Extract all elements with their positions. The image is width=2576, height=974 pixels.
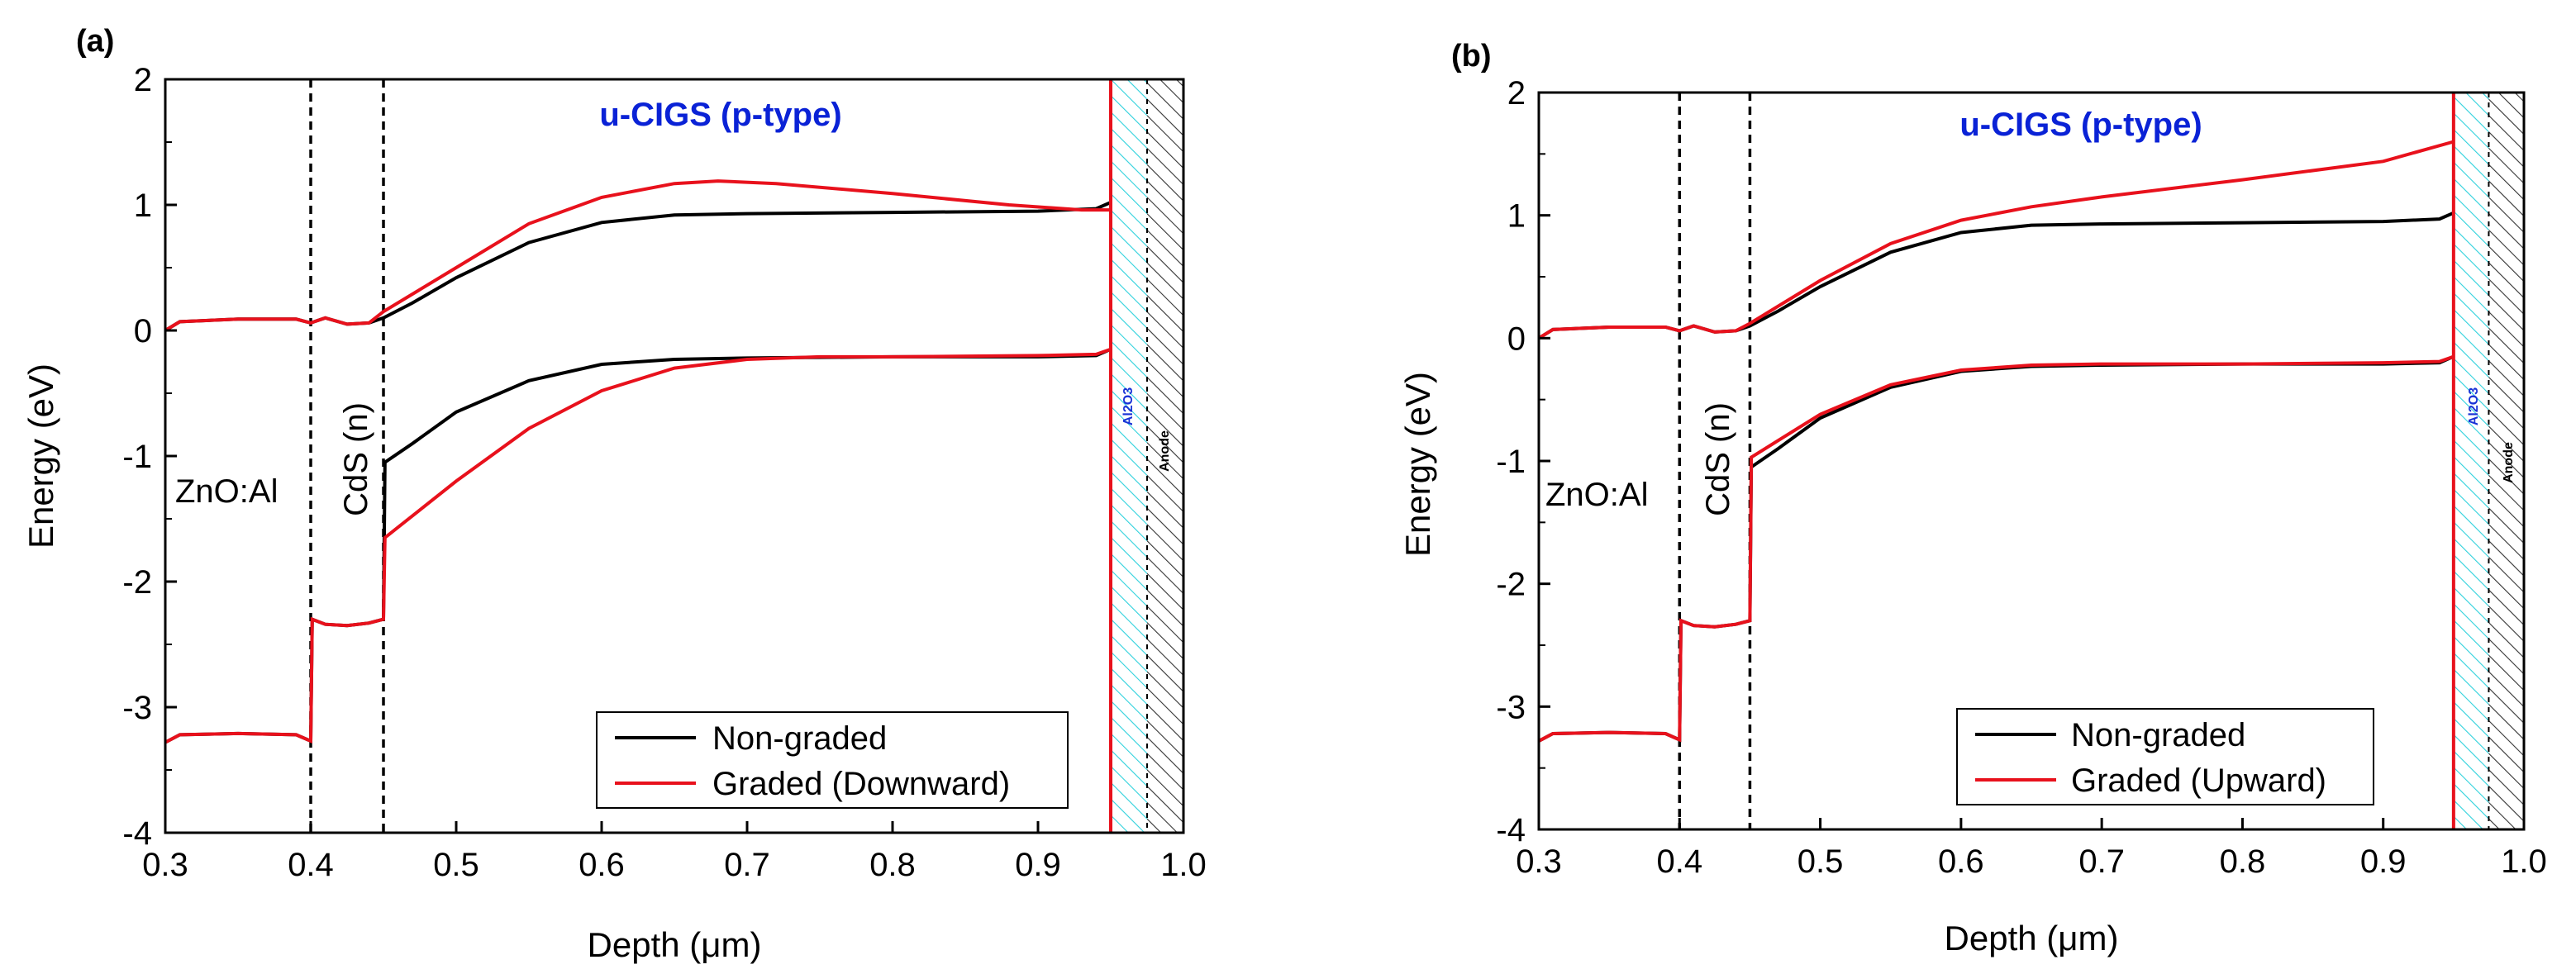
x-tick-label: 0.9: [2360, 843, 2407, 880]
legend-label-non-graded: Non-graded: [2071, 717, 2245, 753]
panel-a: (a) 0.3 0.4 0.5 0.6 0.7 0.8 0.9 1.0 2 1 0 -1 -2 -3 -4…: [21, 24, 1207, 964]
y-tick-label: -2: [1496, 567, 1526, 603]
al2o3-label: Al2O3: [1121, 387, 1136, 425]
svg-text:Al2O3: Al2O3: [2467, 387, 2481, 425]
legend: Non-graded Graded (Downward): [596, 711, 1069, 809]
panel-label: (b): [1451, 39, 1492, 74]
cds-label: CdS (n): [338, 402, 374, 516]
zno-label: ZnO:Al: [175, 473, 278, 510]
panel-b: (b) 0.3 0.4 0.5 0.6 0.7 0.8 0.9 1.0 2 1 0 -1 -2 -3 -4…: [1398, 39, 2547, 957]
x-axis-ticks: 0.3 0.4 0.5 0.6 0.7 0.8 0.9 1.0: [1516, 818, 2547, 880]
legend: Non-graded Graded (Upward): [1956, 708, 2374, 805]
x-tick-label: 0.3: [142, 847, 188, 883]
svg-text:Al2O3: Al2O3: [1121, 387, 1136, 425]
svg-text:Anode: Anode: [2502, 442, 2516, 483]
x-axis-label: Depth (μm): [1945, 919, 2119, 957]
al2o3-label: Al2O3: [2467, 387, 2481, 425]
graded-downward-ec-line: [165, 179, 1111, 332]
al2o3-layer: [2453, 93, 2489, 829]
non-graded-ec-line: [165, 201, 1112, 332]
al2o3-layer: [1111, 79, 1147, 833]
y-axis-label: Energy (eV): [1398, 372, 1437, 557]
legend-box: [596, 711, 1069, 809]
non-graded-ev-line: [165, 347, 1112, 744]
x-tick-label: 0.7: [724, 847, 770, 883]
y-tick-label: -2: [122, 564, 152, 601]
legend-label-graded: Graded (Downward): [712, 766, 1010, 802]
chart-title: u-CIGS (p-type): [599, 97, 841, 133]
y-tick-label: 2: [134, 62, 152, 98]
x-tick-label: 0.3: [1516, 843, 1562, 880]
legend-box: [1956, 708, 2374, 805]
non-graded-ec-line: [1539, 211, 2455, 340]
plot-lines: [165, 79, 1112, 833]
anode-layer: [2488, 93, 2524, 829]
x-tick-label: 0.9: [1015, 847, 1061, 883]
legend-label-non-graded: Non-graded: [712, 720, 887, 757]
y-tick-label: 1: [134, 188, 152, 224]
plot-lines: [1539, 93, 2455, 829]
x-tick-label: 0.6: [579, 847, 625, 883]
y-axis-label: Energy (eV): [21, 363, 60, 549]
non-graded-ev-line: [1539, 354, 2455, 743]
x-tick-label: 0.5: [433, 847, 479, 883]
hatch-regions: [1111, 79, 1183, 833]
x-tick-label: 1.0: [2501, 843, 2547, 880]
panel-label: (a): [76, 24, 114, 59]
y-tick-label: -1: [1496, 444, 1526, 480]
y-tick-label: 0: [1507, 321, 1526, 357]
y-tick-label: -3: [1496, 689, 1526, 725]
graded-downward-ev-line: [165, 347, 1112, 744]
y-tick-label: -3: [122, 690, 152, 726]
x-tick-label: 0.4: [288, 847, 334, 883]
legend-label-graded: Graded (Upward): [2071, 763, 2326, 799]
anode-layer: [1147, 79, 1183, 833]
y-tick-label: -1: [122, 439, 152, 475]
cds-label: CdS (n): [1700, 402, 1736, 516]
y-tick-label: 1: [1507, 198, 1526, 235]
y-axis-ticks: 2 1 0 -1 -2 -3 -4: [122, 62, 177, 852]
y-tick-label: 2: [1507, 75, 1526, 112]
y-tick-label: 0: [134, 313, 152, 349]
x-axis-ticks: 0.3 0.4 0.5 0.6 0.7 0.8 0.9 1.0: [142, 821, 1207, 883]
x-tick-label: 0.6: [1938, 843, 1984, 880]
anode-label: Anode: [2502, 442, 2516, 483]
chart-title: u-CIGS (p-type): [1959, 107, 2202, 143]
zno-label: ZnO:Al: [1545, 477, 1648, 513]
x-tick-label: 0.8: [869, 847, 916, 883]
graded-upward-ec-line: [1539, 140, 2455, 340]
x-tick-label: 0.8: [2220, 843, 2266, 880]
y-tick-label: -4: [1496, 812, 1526, 848]
y-axis-ticks: 2 1 0 -1 -2 -3 -4: [1496, 75, 1550, 848]
hatch-regions: [2453, 93, 2524, 829]
anode-label: Anode: [1158, 430, 1172, 472]
graded-upward-ev-line: [1539, 354, 2455, 743]
x-tick-label: 0.7: [2078, 843, 2125, 880]
x-tick-label: 0.4: [1656, 843, 1702, 880]
x-tick-label: 1.0: [1160, 847, 1207, 883]
y-tick-label: -4: [122, 815, 152, 852]
x-axis-label: Depth (μm): [588, 925, 762, 964]
svg-text:Anode: Anode: [1158, 430, 1172, 472]
x-tick-label: 0.5: [1797, 843, 1844, 880]
